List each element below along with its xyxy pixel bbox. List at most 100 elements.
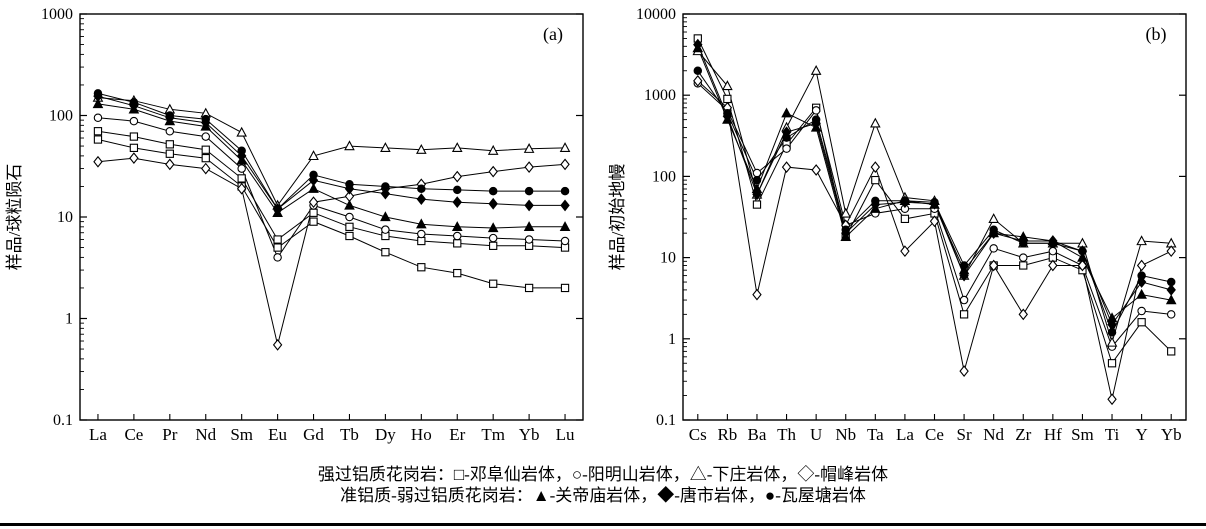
circle-open-marker [959, 295, 969, 305]
square-open-marker [165, 140, 174, 149]
y-tick-label: 1 [668, 331, 676, 348]
x-tick-label: Sr [957, 425, 972, 444]
x-tick-label: Pr [162, 425, 177, 444]
x-tick-label: Rb [717, 425, 737, 444]
triangle-open-marker [308, 150, 319, 161]
circle-filled-marker [488, 186, 498, 196]
panel-label: (b) [1146, 24, 1167, 45]
triangle-filled-marker [523, 221, 535, 231]
circle-filled-marker [782, 133, 791, 142]
triangle-open-marker [344, 140, 355, 151]
series-line [697, 47, 1172, 319]
triangle-filled-marker [451, 221, 463, 231]
series-line [97, 130, 566, 249]
circle-filled-marker [452, 185, 462, 195]
diamond-filled-marker [524, 199, 534, 212]
circle-filled-marker [345, 180, 354, 189]
x-tick-label: Dy [375, 425, 396, 444]
triangle-open-marker [416, 143, 427, 154]
charts-row: 0.1 1 10 100 1000 La Ce Pr Nd Sm Eu Gd Tb Dy Ho Er Tm Yb L… [5, 6, 1187, 444]
circle-filled-marker [1048, 239, 1058, 248]
triangle-open-marker [380, 142, 391, 153]
diamond-open-marker [1166, 245, 1176, 258]
square-open-marker [93, 135, 103, 144]
diamond-filled-marker [1136, 276, 1147, 288]
circle-open-marker [989, 244, 998, 253]
circle-open-marker [1166, 310, 1176, 319]
plot-frame [79, 13, 584, 421]
circle-open-marker [129, 116, 139, 126]
x-tick-label: Hf [1044, 425, 1062, 444]
circle-open-marker [752, 168, 762, 178]
triangle-filled-marker [559, 221, 571, 231]
circle-open-marker [782, 144, 791, 153]
y-tick-label: 0.1 [656, 412, 676, 429]
diamond-open-marker [1077, 259, 1088, 272]
y-axis-label: 样品/球粒陨石 [5, 164, 24, 271]
circle-filled-marker [273, 204, 282, 214]
circle-open-marker [381, 225, 390, 234]
y-tick-label: 10 [57, 209, 73, 226]
circle-filled-marker [1107, 328, 1117, 337]
x-tick-label: La [896, 425, 914, 444]
triangle-open-marker [722, 80, 733, 91]
circle-filled-marker [959, 261, 969, 270]
series-line [97, 139, 565, 289]
triangle-open-marker [523, 143, 535, 153]
circle-open-marker [452, 231, 462, 241]
circle-filled-marker [237, 146, 246, 155]
triangle-filled-marker [92, 98, 104, 109]
series-line [97, 92, 565, 210]
diamond-open-marker [811, 164, 821, 176]
circle-filled-marker [417, 184, 426, 193]
triangle-open-marker [1136, 235, 1147, 246]
x-tick-label: Ta [867, 425, 884, 444]
y-tick-label: 1000 [41, 6, 73, 23]
x-tick-label: Zr [1015, 425, 1031, 444]
square-open-marker [201, 145, 210, 154]
square-open-marker [524, 283, 534, 293]
series-line [697, 44, 1172, 326]
y-tick-label: 1 [65, 311, 73, 328]
square-open-marker [345, 231, 354, 241]
circle-open-marker [273, 253, 282, 262]
circle-filled-marker [129, 98, 139, 107]
triangle-open-marker [236, 126, 247, 137]
square-open-marker [129, 132, 139, 141]
x-tick-label: Ce [925, 425, 944, 444]
triangle-open-marker [559, 142, 571, 153]
circle-filled-marker [900, 196, 910, 206]
x-tick-label: Sm [230, 425, 253, 444]
series-line [97, 157, 566, 346]
square-open-marker [273, 235, 282, 244]
diamond-open-marker [524, 161, 534, 174]
triangle-filled-marker [1136, 288, 1147, 299]
x-tick-label: Tm [481, 425, 505, 444]
spider-diagram-b: 0.1 1 10 100 1000 10000 Cs Rb Ba Th U Nb Ta La Ce Sr Nd Z… [608, 6, 1187, 444]
circle-filled-marker [693, 66, 703, 76]
circle-open-marker [524, 235, 534, 244]
square-open-marker [560, 283, 570, 293]
y-tick-label: 100 [49, 108, 73, 125]
x-tick-label: Gd [303, 425, 324, 444]
circle-filled-marker [1137, 271, 1146, 280]
diamond-filled-marker [693, 38, 703, 51]
diamond-open-marker [988, 259, 999, 272]
series-line [97, 97, 566, 207]
diamond-open-marker [201, 162, 211, 175]
triangle-filled-marker [1077, 251, 1088, 262]
circle-open-marker [165, 126, 175, 136]
square-open-marker [900, 214, 910, 224]
legend-line-1: 强过铝质花岗岩：□-邓阜仙岩体，○-阳明山岩体，△-下庄岩体，◇-帽峰岩体 [317, 465, 889, 484]
diamond-filled-marker [1166, 284, 1176, 296]
square-open-marker [752, 200, 762, 209]
square-open-marker [129, 143, 139, 153]
diamond-open-marker [1048, 259, 1058, 272]
square-open-marker [453, 268, 462, 278]
square-open-marker [309, 208, 318, 217]
legend-line-2: 准铝质-弱过铝质花岗岩：▲-关帝庙岩体，◆-唐市岩体，●-瓦屋塘岩体 [340, 486, 866, 506]
x-tick-label: Nd [983, 425, 1004, 444]
diamond-open-marker [272, 338, 283, 351]
circle-open-marker [237, 164, 246, 173]
